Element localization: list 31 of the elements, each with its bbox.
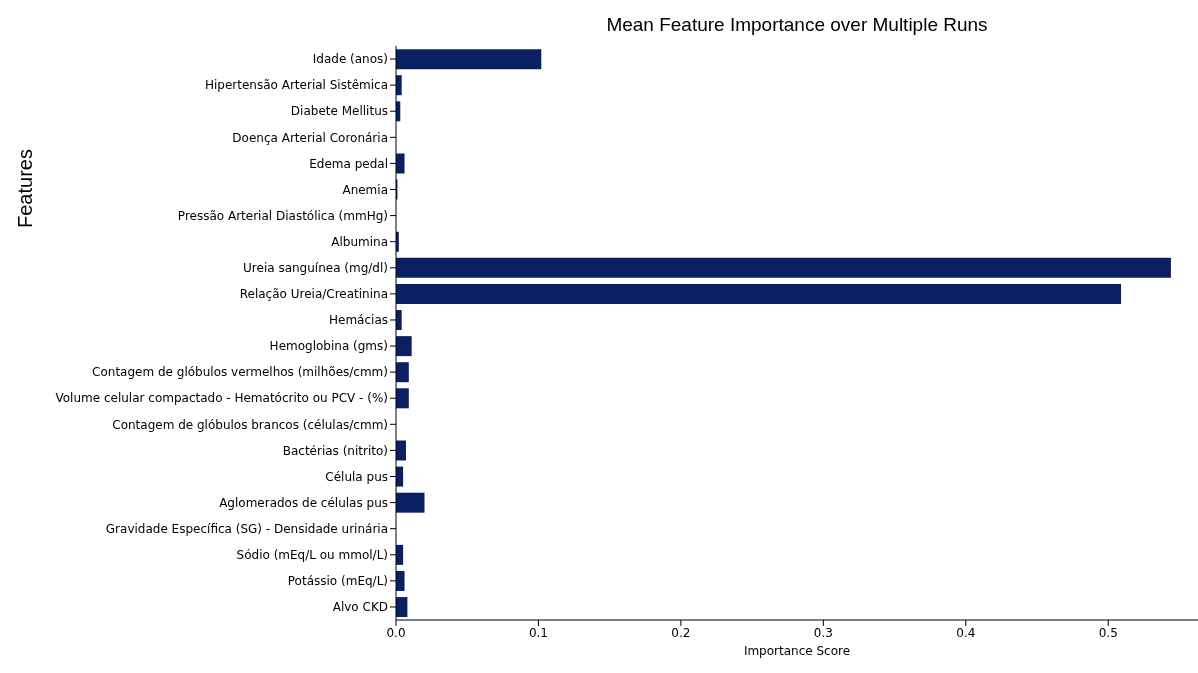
y-tick-label: Anemia (342, 182, 388, 197)
y-tick-label: Contagem de glóbulos brancos (células/cmm) (112, 417, 388, 432)
x-tick-label: 0.4 (956, 625, 976, 640)
y-tick-label: Diabete Mellitus (290, 104, 388, 119)
y-tick-label: Contagem de glóbulos vermelhos (milhões/cmm) (92, 365, 388, 380)
y-axis-title: Features (14, 149, 37, 228)
x-tick-label: 0.0 (386, 625, 406, 640)
y-tick-label: Gravidade Específica (SG) - Densidade urinária (105, 521, 388, 536)
y-tick-label: Célula pus (325, 469, 388, 484)
x-tick-label: 0.1 (528, 625, 548, 640)
y-tick-label: Doença Arterial Coronária (232, 130, 388, 145)
y-tick-label: Edema pedal (309, 156, 388, 171)
y-tick-label: Hemácias (329, 313, 388, 328)
y-tick-label: Relação Ureia/Creatinina (239, 287, 388, 302)
x-tick-label: 0.3 (813, 625, 833, 640)
y-tick-label: Pressão Arterial Diastólica (mmHg) (177, 208, 388, 223)
x-tick-label: 0.2 (671, 625, 691, 640)
y-tick-label: Alvo CKD (332, 600, 388, 615)
y-tick-label: Aglomerados de células pus (219, 495, 388, 510)
x-tick-label: 0.5 (1098, 625, 1118, 640)
y-tick-label: Volume celular compactado - Hematócrito ou PCV - (%) (55, 391, 388, 406)
y-tick-label: Hipertensão Arterial Sistêmica (204, 78, 388, 93)
y-tick-label: Idade (anos) (312, 52, 388, 67)
y-tick-label: Potássio (mEq/L) (287, 574, 388, 589)
y-tick-label: Ureia sanguínea (mg/dl) (243, 261, 388, 276)
y-tick-label: Hemoglobina (gms) (269, 339, 388, 354)
chart-title: Mean Feature Importance over Multiple Runs (605, 14, 989, 36)
y-tick-label: Sódio (mEq/L ou mmol/L) (236, 548, 388, 563)
y-tick-label: Albumina (331, 234, 388, 249)
x-axis-title: Importance Score (742, 644, 852, 658)
y-tick-label: Bactérias (nitrito) (282, 443, 388, 458)
